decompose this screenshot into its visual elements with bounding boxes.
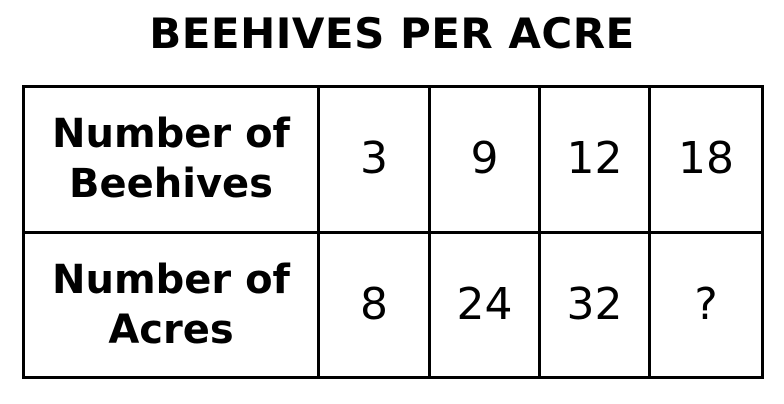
- row-header-line: Acres: [108, 306, 234, 353]
- table-row-acres: Number of Acres 8 24 32 ?: [22, 230, 764, 379]
- table-cell-unknown: ?: [648, 230, 764, 379]
- table-cell: 12: [538, 85, 651, 234]
- row-header-line: Beehives: [69, 161, 273, 208]
- row-header-beehives: Number of Beehives: [22, 85, 320, 234]
- row-header-line: Number of: [52, 111, 290, 158]
- table-title: BEEHIVES PER ACRE: [149, 9, 635, 58]
- table-cell: 32: [538, 230, 651, 379]
- ratio-table: Number of Beehives 3 9 12 18 Number of A…: [22, 85, 764, 379]
- table-cell: 18: [648, 85, 764, 234]
- table-cell: 3: [317, 85, 431, 234]
- table-row-beehives: Number of Beehives 3 9 12 18: [22, 85, 764, 234]
- table-cell: 24: [428, 230, 541, 379]
- row-header-line: Number of: [52, 256, 290, 303]
- table-cell: 8: [317, 230, 431, 379]
- table-cell: 9: [428, 85, 541, 234]
- row-header-acres: Number of Acres: [22, 230, 320, 379]
